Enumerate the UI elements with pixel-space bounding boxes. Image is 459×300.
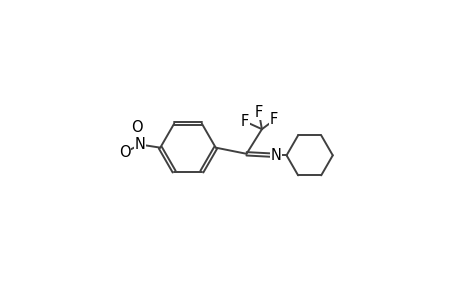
Text: F: F (254, 105, 263, 120)
Text: N: N (270, 148, 280, 163)
Text: O: O (131, 120, 143, 135)
Text: F: F (241, 114, 249, 129)
Text: F: F (269, 112, 278, 128)
Text: N: N (134, 137, 146, 152)
Text: O: O (119, 145, 130, 160)
